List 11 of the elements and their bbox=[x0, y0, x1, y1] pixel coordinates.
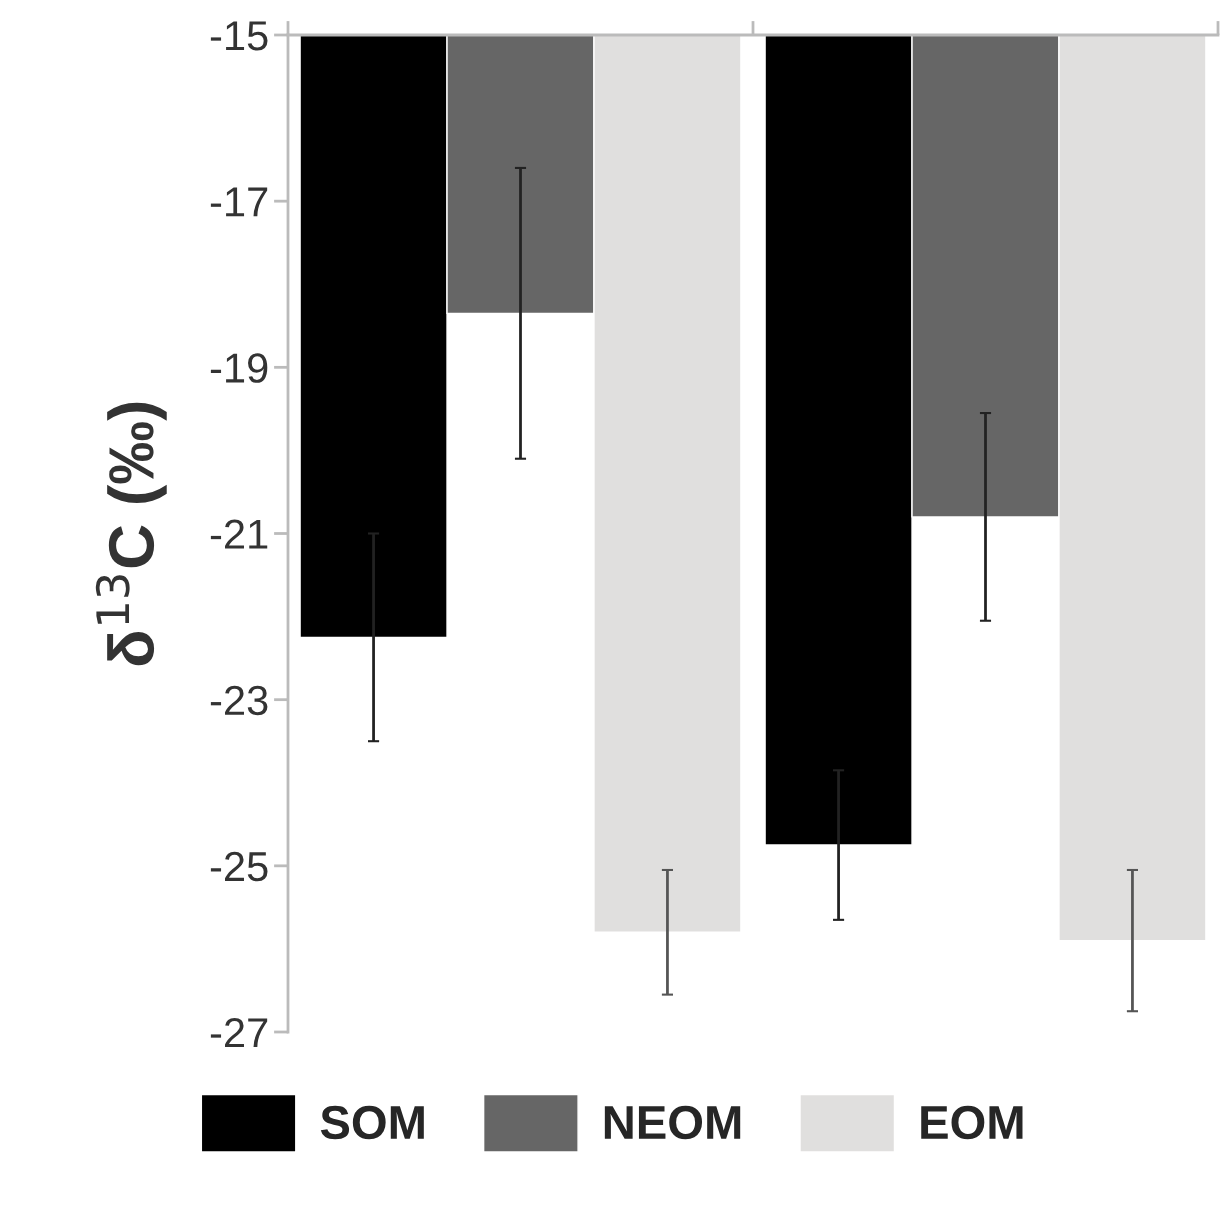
legend-label: NEOM bbox=[604, 1105, 741, 1140]
y-tick-label: -27 bbox=[210, 1018, 268, 1048]
y-tick-label: -21 bbox=[210, 519, 268, 549]
y-tick-label: -19 bbox=[210, 353, 268, 383]
legend-label: SOM bbox=[320, 1105, 424, 1140]
y-tick-label: -23 bbox=[210, 685, 268, 716]
y-tick-label: -17 bbox=[210, 187, 268, 217]
y-tick-label: -15 bbox=[210, 21, 268, 51]
y-tick-label: -25 bbox=[210, 851, 268, 882]
legend-label: EOM bbox=[921, 1105, 1023, 1140]
y-axis-title: δ$^{13}$C (‰) bbox=[95, 402, 167, 666]
